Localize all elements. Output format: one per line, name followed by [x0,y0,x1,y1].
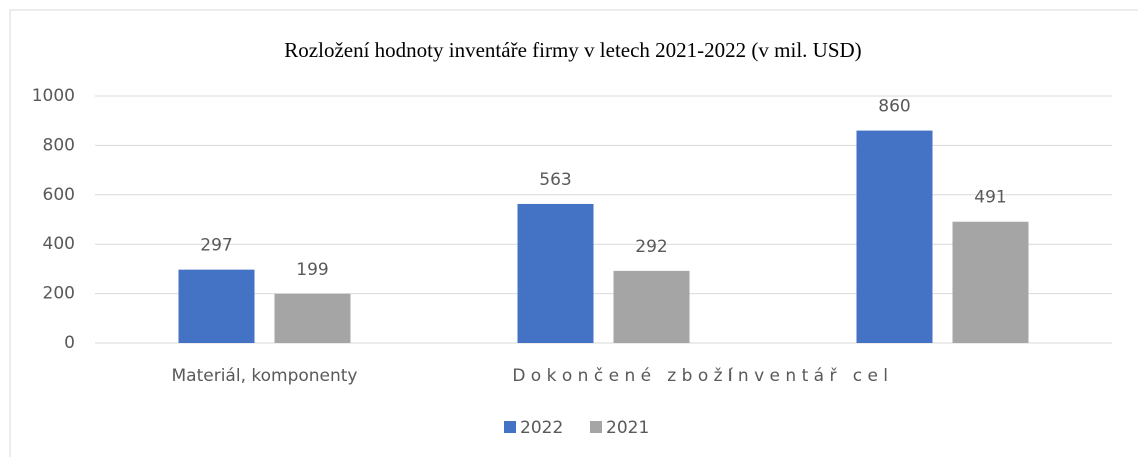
y-tick-label: 1000 [32,86,75,106]
data-label: 563 [539,170,571,190]
bar [952,221,1029,343]
data-label: 297 [200,236,232,256]
y-tick-label: 0 [64,333,75,353]
bar [178,269,255,343]
x-tick-label: D o k o n č e n é z b o ž í [512,366,734,386]
bar [613,270,690,343]
legend-label: 2021 [606,418,649,438]
legend-label: 2022 [520,418,563,438]
x-tick-label: I n v e n t á ř c e l [728,366,889,386]
bar [856,130,933,343]
y-tick-label: 200 [43,284,75,304]
data-label: 491 [974,188,1006,208]
y-tick-label: 600 [43,185,75,205]
data-label: 860 [878,97,910,117]
bar [517,203,594,343]
bar [274,293,351,343]
x-tick-label: Materiál, komponenty [172,366,358,386]
legend-swatch [590,421,602,433]
data-label: 199 [296,260,328,280]
y-tick-label: 400 [43,234,75,254]
chart-title: Rozložení hodnoty inventáře firmy v lete… [284,38,861,62]
legend-swatch [504,421,516,433]
data-label: 292 [635,237,667,257]
y-tick-label: 800 [43,135,75,155]
